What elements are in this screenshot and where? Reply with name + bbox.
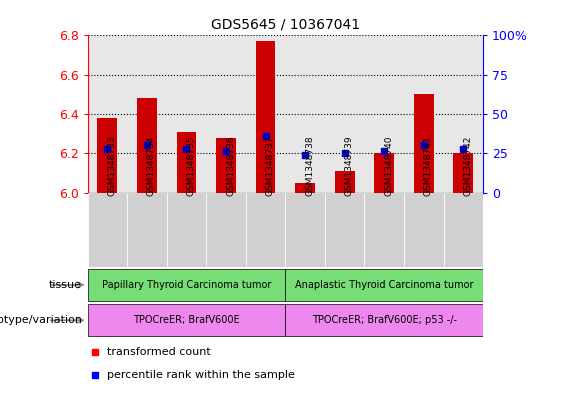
Text: TPOCreER; BrafV600E; p53 -/-: TPOCreER; BrafV600E; p53 -/- xyxy=(312,315,457,325)
Text: genotype/variation: genotype/variation xyxy=(0,315,82,325)
Bar xyxy=(285,269,483,301)
Bar xyxy=(88,193,127,267)
Text: GSM1348741: GSM1348741 xyxy=(424,136,433,196)
Text: GSM1348734: GSM1348734 xyxy=(147,136,156,196)
Bar xyxy=(285,304,483,336)
Bar xyxy=(246,193,285,267)
Bar xyxy=(246,35,285,193)
Bar xyxy=(295,183,315,193)
Bar xyxy=(88,304,285,336)
Bar xyxy=(98,118,118,193)
Text: tissue: tissue xyxy=(49,280,82,290)
Bar xyxy=(334,171,355,193)
Bar xyxy=(285,193,325,267)
Bar xyxy=(206,35,246,193)
Title: GDS5645 / 10367041: GDS5645 / 10367041 xyxy=(211,17,360,31)
Text: transformed count: transformed count xyxy=(107,347,211,357)
Text: Papillary Thyroid Carcinoma tumor: Papillary Thyroid Carcinoma tumor xyxy=(102,280,271,290)
Bar xyxy=(444,193,483,267)
Text: GSM1348738: GSM1348738 xyxy=(305,136,314,196)
Bar xyxy=(167,193,206,267)
Bar xyxy=(325,35,364,193)
Bar xyxy=(325,193,364,267)
Bar xyxy=(285,35,325,193)
Bar xyxy=(454,153,473,193)
Text: GSM1348733: GSM1348733 xyxy=(107,136,116,196)
Text: GSM1348739: GSM1348739 xyxy=(345,136,354,196)
Bar xyxy=(137,98,157,193)
Text: GSM1348735: GSM1348735 xyxy=(186,136,195,196)
Text: GSM1348737: GSM1348737 xyxy=(266,136,275,196)
Text: Anaplastic Thyroid Carcinoma tumor: Anaplastic Thyroid Carcinoma tumor xyxy=(295,280,473,290)
Bar xyxy=(364,35,404,193)
Bar xyxy=(127,193,167,267)
Bar xyxy=(364,193,404,267)
Text: percentile rank within the sample: percentile rank within the sample xyxy=(107,370,295,380)
Text: GSM1348736: GSM1348736 xyxy=(226,136,235,196)
Bar xyxy=(176,132,197,193)
Bar xyxy=(255,41,276,193)
Bar xyxy=(88,35,127,193)
Bar xyxy=(414,94,434,193)
Bar xyxy=(206,193,246,267)
Bar xyxy=(127,35,167,193)
Text: GSM1348742: GSM1348742 xyxy=(463,136,472,196)
Bar xyxy=(88,269,285,301)
Bar xyxy=(167,35,206,193)
Bar xyxy=(375,153,394,193)
Bar xyxy=(216,138,236,193)
Bar xyxy=(404,35,444,193)
Bar xyxy=(444,35,483,193)
Text: TPOCreER; BrafV600E: TPOCreER; BrafV600E xyxy=(133,315,240,325)
Bar xyxy=(404,193,444,267)
Text: GSM1348740: GSM1348740 xyxy=(384,136,393,196)
